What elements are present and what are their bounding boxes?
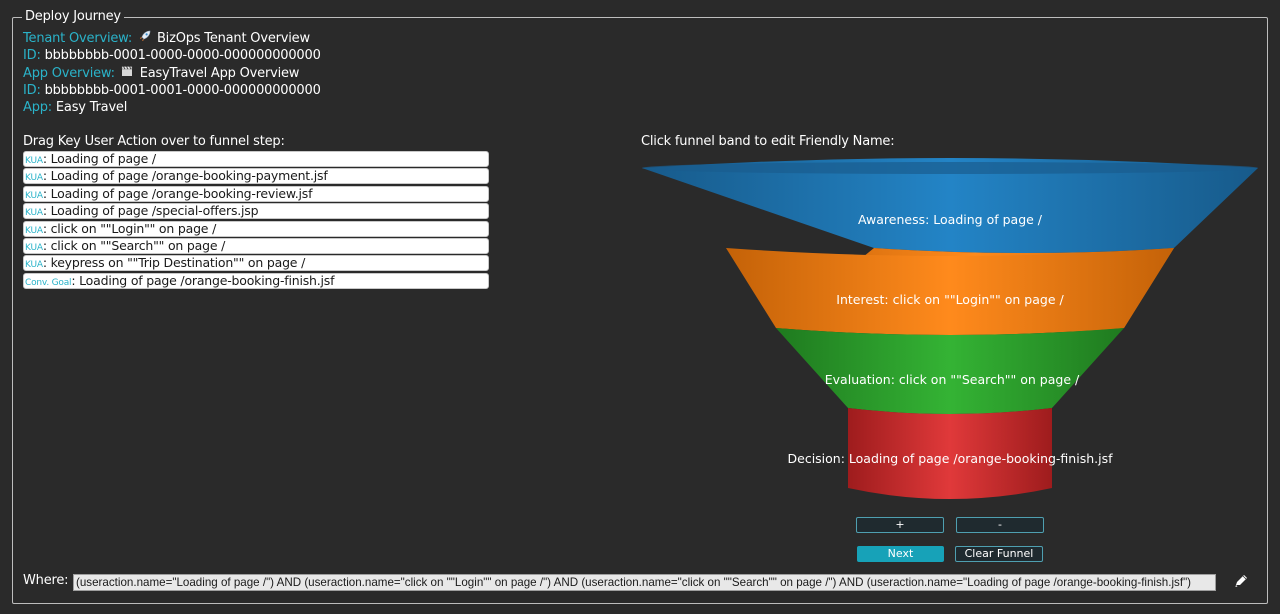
kua-text: : Loading of page /orange-booking-paymen… <box>42 168 328 184</box>
kua-item[interactable]: KUA: click on ""Login"" on page / <box>23 220 489 237</box>
funnel-band-interest[interactable]: Interest: click on ""Login"" on page / <box>726 248 1174 335</box>
kua-item[interactable]: KUA: Loading of page /orange-booking-pay… <box>23 168 489 185</box>
app-id-row: ID: bbbbbbbb-0001-0001-0000-000000000000 <box>23 82 321 99</box>
where-query-field[interactable]: (useraction.name="Loading of page /") AN… <box>73 574 1216 591</box>
clear-funnel-button[interactable]: Clear Funnel <box>955 546 1043 562</box>
kua-tag: KUA <box>25 156 43 166</box>
kua-text: : Loading of page /orange-booking-finish… <box>71 272 335 288</box>
kua-text: : click on ""Search"" on page / <box>42 237 226 253</box>
kua-text: : Loading of page /special-offers.jsp <box>42 203 259 219</box>
conversion-goal-item[interactable]: Conv. Goal: Loading of page /orange-book… <box>23 272 489 289</box>
rocket-icon <box>138 30 151 47</box>
funnel-band-decision[interactable]: Decision: Loading of page /orange-bookin… <box>788 408 1114 499</box>
add-step-button[interactable]: + <box>856 517 944 533</box>
funnel-band-awareness[interactable]: Awareness: Loading of page / <box>642 158 1258 253</box>
kua-tag: KUA <box>25 173 43 184</box>
funnel-band-evaluation[interactable]: Evaluation: click on ""Search"" on page … <box>776 328 1124 414</box>
pencil-icon[interactable] <box>1233 573 1249 589</box>
deploy-journey-panel <box>12 17 1268 604</box>
kua-tag: KUA <box>25 225 43 236</box>
kua-text: : Loading of page /orange-booking-review… <box>42 185 313 201</box>
kua-item[interactable]: KUA: Loading of page / <box>23 151 489 167</box>
app-name[interactable]: EasyTravel App Overview <box>139 65 300 81</box>
remove-step-button[interactable]: - <box>956 517 1044 533</box>
kua-item[interactable]: KUA: Loading of page /orange-booking-rev… <box>23 185 489 202</box>
app-row: App: Easy Travel <box>23 99 321 116</box>
band-label-awareness: Awareness: Loading of page / <box>858 212 1043 227</box>
conversion-goal-tag: Conv. Goal <box>25 277 72 288</box>
funnel-chart: Awareness: Loading of page / Interest: c… <box>642 158 1258 499</box>
kua-text: : Loading of page / <box>42 151 156 166</box>
where-label: Where: <box>23 573 69 588</box>
tenant-id-row: ID: bbbbbbbb-0001-0000-0000-000000000000 <box>23 47 321 64</box>
kua-item[interactable]: KUA: Loading of page /special-offers.jsp <box>23 203 489 220</box>
kua-tag: KUA <box>25 242 43 253</box>
clapperboard-icon <box>121 65 134 82</box>
band-label-decision: Decision: Loading of page /orange-bookin… <box>788 451 1114 466</box>
band-label-interest: Interest: click on ""Login"" on page / <box>836 292 1064 307</box>
app-id-value: bbbbbbbb-0001-0001-0000-000000000000 <box>44 82 321 98</box>
app-overview-label: App Overview: <box>23 65 115 81</box>
next-button[interactable]: Next <box>857 546 944 562</box>
kua-tag: KUA <box>25 208 43 219</box>
app-id-label: ID: <box>23 82 41 98</box>
funnel-title: Click funnel band to edit Friendly Name: <box>641 134 895 149</box>
tenant-name[interactable]: BizOps Tenant Overview <box>156 31 310 46</box>
kua-tag: KUA <box>25 190 43 201</box>
kua-item[interactable]: KUA: click on ""Search"" on page / <box>23 237 489 254</box>
app-label: App: <box>23 100 52 116</box>
overview-info: Tenant Overview: BizOps Tenant Overview … <box>23 30 321 116</box>
kua-tag: KUA <box>25 260 43 271</box>
kua-list-title: Drag Key User Action over to funnel step… <box>23 134 285 149</box>
tenant-id-label: ID: <box>23 48 41 64</box>
app-value: Easy Travel <box>55 100 128 116</box>
app-overview-row: App Overview: EasyTravel App Overview <box>23 65 321 82</box>
tenant-id-value: bbbbbbbb-0001-0000-0000-000000000000 <box>44 48 321 64</box>
tenant-overview-row: Tenant Overview: BizOps Tenant Overview <box>23 30 321 47</box>
kua-item[interactable]: KUA: keypress on ""Trip Destination"" on… <box>23 255 489 272</box>
panel-legend: Deploy Journey <box>22 9 124 24</box>
tenant-overview-label: Tenant Overview: <box>23 31 133 46</box>
kua-text: : keypress on ""Trip Destination"" on pa… <box>42 255 306 271</box>
kua-list: KUA: Loading of page / KUA: Loading of p… <box>23 151 489 290</box>
kua-text: : click on ""Login"" on page / <box>42 220 217 236</box>
band-label-evaluation: Evaluation: click on ""Search"" on page … <box>825 372 1080 387</box>
